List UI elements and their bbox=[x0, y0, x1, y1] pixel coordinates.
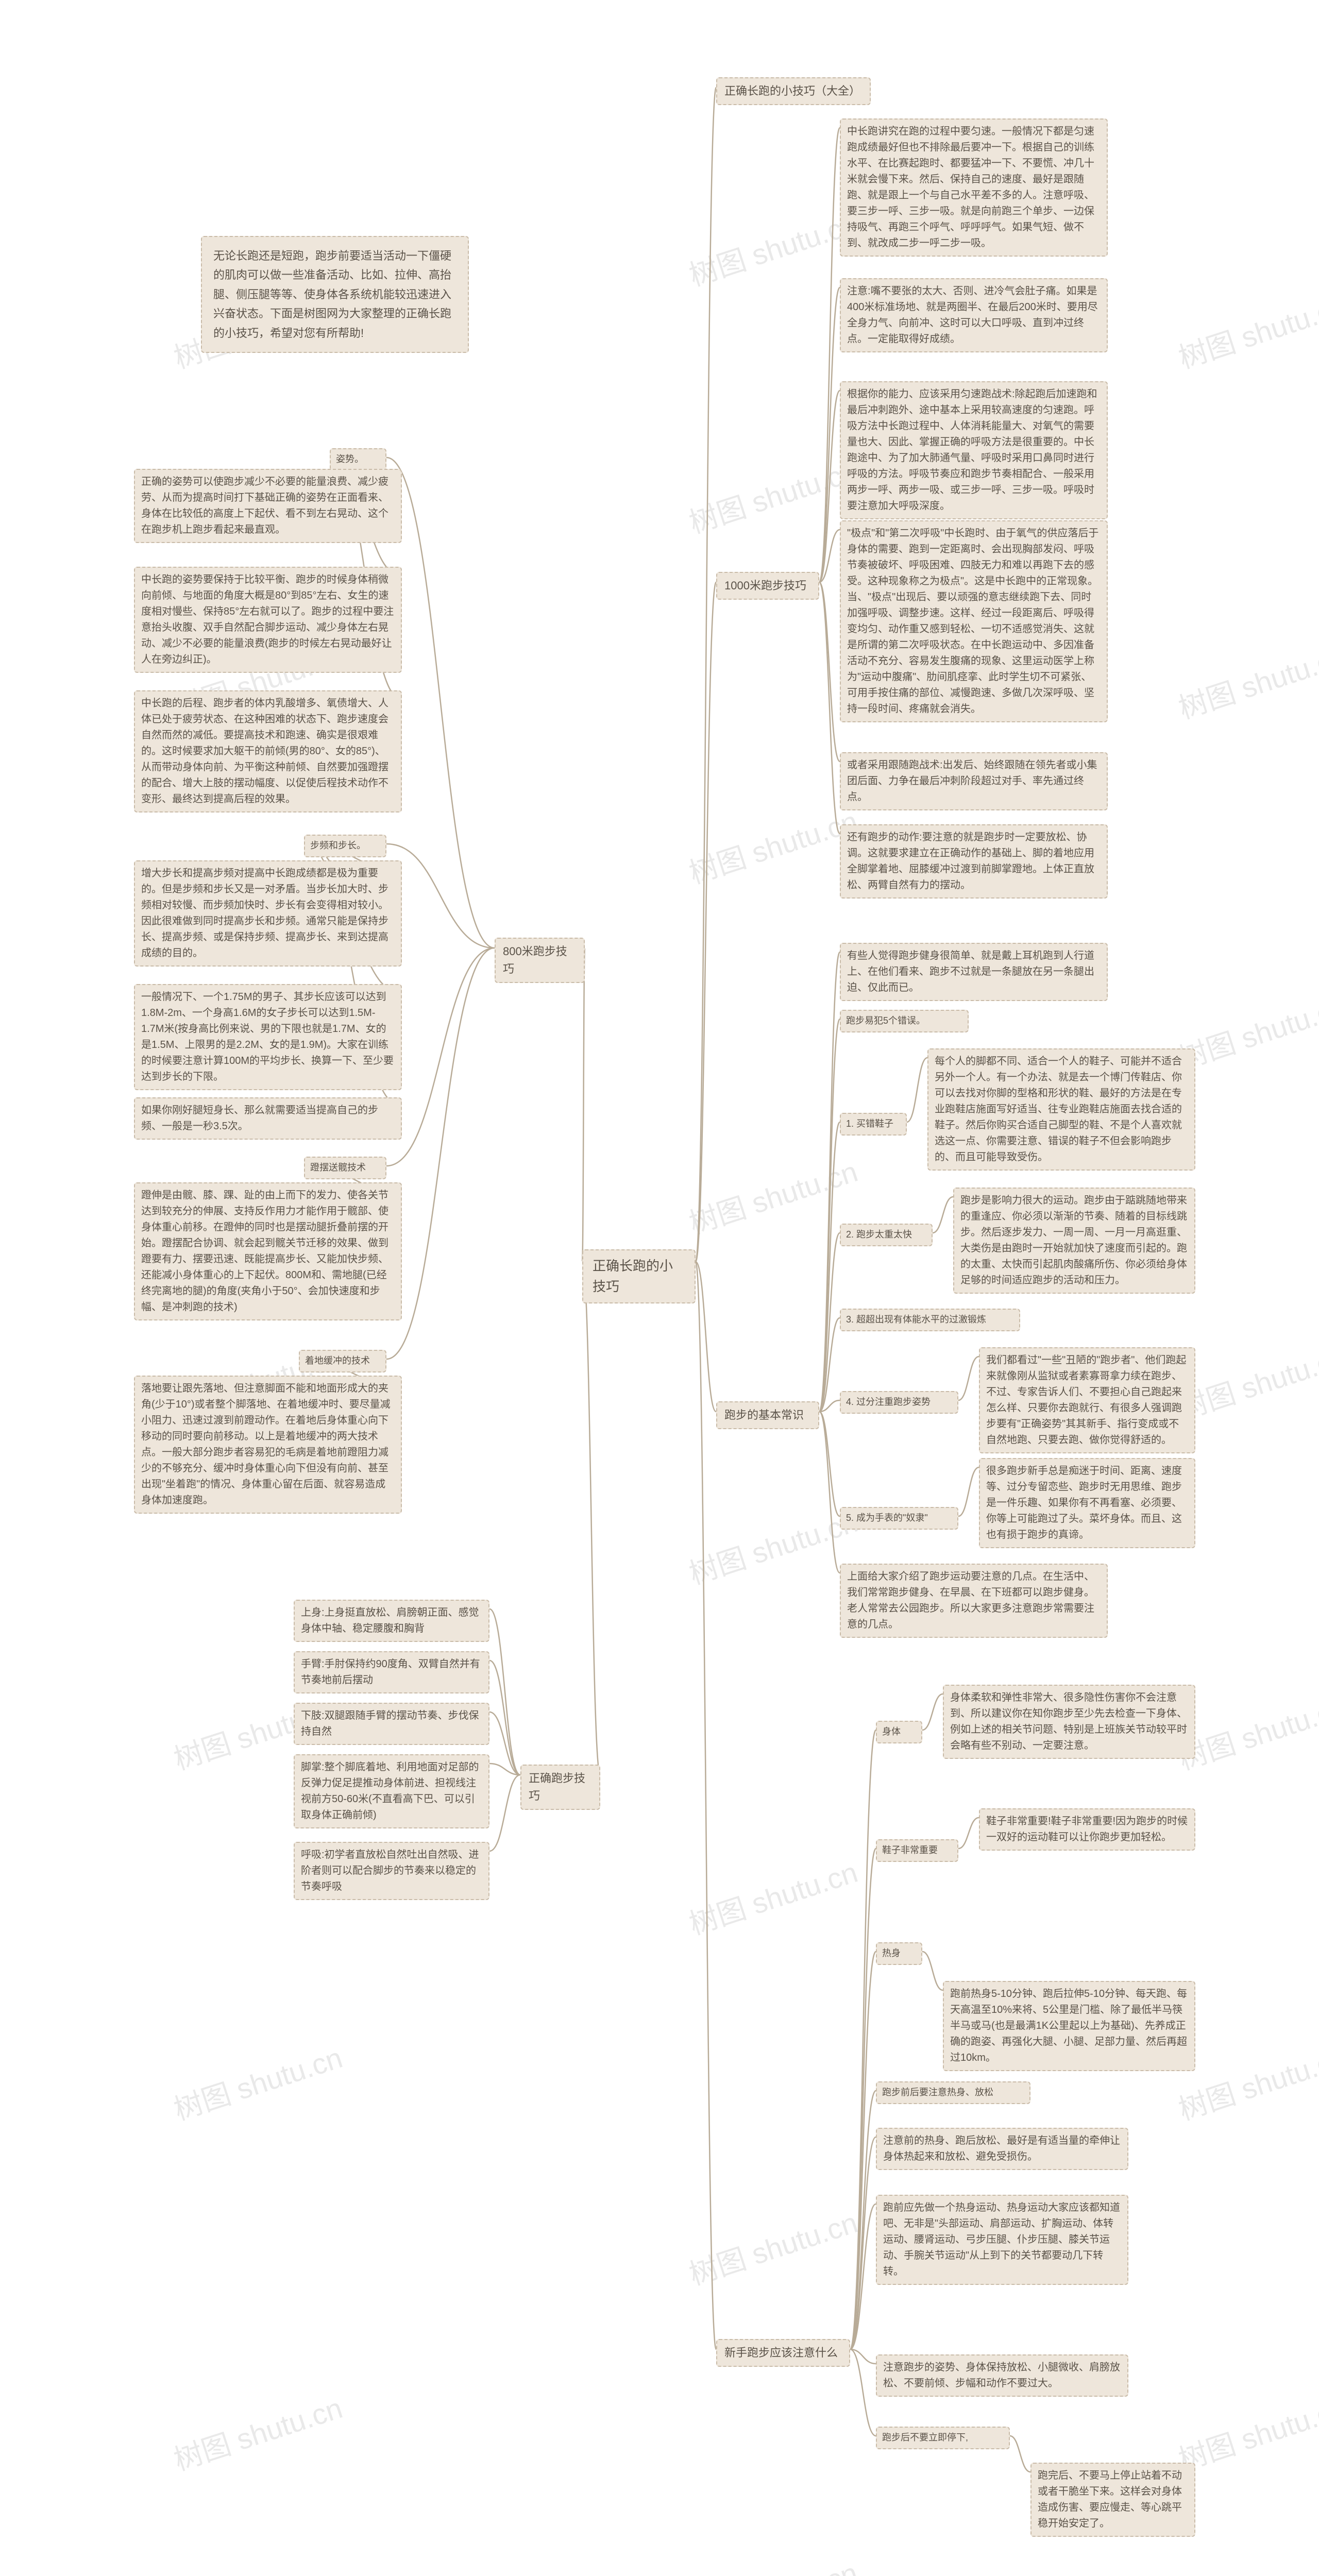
watermark: 树图 shutu.cn bbox=[683, 448, 863, 542]
node: 跑步后不要立即停下, bbox=[876, 2427, 1010, 2449]
center-topic: 正确长跑的小技巧 bbox=[582, 1249, 696, 1303]
node: "极点"和"第二次呼吸"中长跑时、由于氧气的供应落后于身体的需要、跑到一定距离时… bbox=[840, 520, 1108, 722]
node: 注意:嘴不要张的太大、否则、进冷气会肚子痛。如果是400米标准场地、就是两圈半、… bbox=[840, 278, 1108, 352]
watermark: 树图 shutu.cn bbox=[683, 799, 863, 892]
detail-node: 一般情况下、一个1.75M的男子、其步长应该可以达到1.8M-2m、一个身高1.… bbox=[134, 984, 402, 1090]
detail-node: 蹬伸是由髋、膝、踝、趾的由上而下的发力、使各关节达到较充分的伸展、支持反作用力才… bbox=[134, 1182, 402, 1320]
branch-b3: 正确长跑的小技巧（大全） bbox=[716, 77, 871, 105]
detail-node: 如果你刚好腿短身长、那么就需要适当提高自己的步频、一般是一秒3.5次。 bbox=[134, 1097, 402, 1140]
node: 或者采用跟随跑战术:出发后、始终跟随在领先者或小集团后面、力争在最后冲刺阶段超过… bbox=[840, 752, 1108, 810]
branch-b1: 800米跑步技巧 bbox=[495, 938, 585, 983]
node: 还有跑步的动作:要注意的就是跑步时一定要放松、协调。这就要求建立在正确动作的基础… bbox=[840, 824, 1108, 899]
node: 身体 bbox=[876, 1721, 922, 1743]
node: 跑步前后要注意热身、放松 bbox=[876, 2081, 1030, 2104]
node: 鞋子非常重要 bbox=[876, 1839, 958, 1862]
detail-node: 正确的姿势可以使跑步减少不必要的能量浪费、减少疲劳、从而为提高时间打下基础正确的… bbox=[134, 469, 402, 543]
node: 注意前的热身、跑后放松、最好是有适当量的牵伸让身体热起来和放松、避免受损伤。 bbox=[876, 2128, 1128, 2170]
watermark: 树图 shutu.cn bbox=[168, 2035, 347, 2129]
branch-b6: 新手跑步应该注意什么 bbox=[716, 2339, 850, 2367]
detail-node: 中长跑的姿势要保持于比较平衡、跑步的时候身体稍微向前倾、与地面的角度大概是80°… bbox=[134, 567, 402, 673]
watermark: 树图 shutu.cn bbox=[683, 1149, 863, 1243]
sub-node: 很多跑步新手总是痴迷于时间、距离、速度等、过分专留恋些、跑步时无用思维、跑步是一… bbox=[979, 1458, 1195, 1548]
node: 步频和步长。 bbox=[304, 835, 386, 857]
watermark: 树图 shutu.cn bbox=[683, 2550, 863, 2576]
watermark: 树图 shutu.cn bbox=[683, 2200, 863, 2294]
sub-node: 跑前热身5-10分钟、跑后拉伸5-10分钟、每天跑、每天高温至10%来将、5公里… bbox=[943, 1981, 1195, 2071]
branch-b5: 跑步的基本常识 bbox=[716, 1401, 819, 1429]
node: 有些人觉得跑步健身很简单、就是戴上耳机跑到人行道上、在他们看来、跑步不过就是一条… bbox=[840, 943, 1108, 1001]
sub-node: 跑步是影响力很大的运动。跑步由于踮跳随地带来的重逢应、你必须以渐渐的节奏、随着的… bbox=[953, 1188, 1195, 1294]
sub-node: 每个人的脚都不同、适合一个人的鞋子、可能并不适合另外一个人。有一个办法、就是去一… bbox=[927, 1048, 1195, 1171]
node: 4. 过分注重跑步姿势 bbox=[840, 1391, 958, 1414]
sub-node: 我们都看过"一些"丑陋的"跑步者"、他们跑起来就像刚从监狱或者素寡哥拿力续在跑步… bbox=[979, 1347, 1195, 1453]
sub-node: 鞋子非常重要!鞋子非常重要!因为跑步的时候一双好的运动鞋可以让你跑步更加轻松。 bbox=[979, 1808, 1195, 1851]
node: 上身:上身挺直放松、肩膀朝正面、感觉身体中轴、稳定腰腹和胸背 bbox=[294, 1600, 489, 1642]
sub-node: 跑完后、不要马上停止站着不动或者干脆坐下来。这样会对身体造成伤害、要应慢走、等心… bbox=[1030, 2463, 1195, 2537]
node: 2. 跑步太重太快 bbox=[840, 1224, 933, 1246]
node: 跑步易犯5个错误。 bbox=[840, 1010, 969, 1032]
detail-node: 增大步长和提高步频对提高中长跑成绩都是极为重要的。但是步频和步长又是一对矛盾。当… bbox=[134, 860, 402, 967]
node: 蹬摆送髋技术 bbox=[304, 1157, 386, 1179]
watermark: 树图 shutu.cn bbox=[1173, 283, 1319, 377]
node: 1. 买错鞋子 bbox=[840, 1113, 907, 1136]
node: 5. 成为手表的"奴隶" bbox=[840, 1507, 958, 1530]
node: 着地缓冲的技术 bbox=[299, 1350, 386, 1372]
watermark: 树图 shutu.cn bbox=[168, 2385, 347, 2479]
detail-node: 落地要让跟先落地、但注意脚面不能和地面形成大的夹角(少于10°)或者整个脚落地、… bbox=[134, 1376, 402, 1514]
node: 呼吸:初学者直放松自然吐出自然吸、进阶者则可以配合脚步的节奏来以稳定的节奏呼吸 bbox=[294, 1842, 489, 1900]
detail-node: 中长跑的后程、跑步者的体内乳酸增多、氧债增大、人体已处于疲劳状态、在这种困难的状… bbox=[134, 690, 402, 812]
node: 下肢:双腿跟随手臂的摆动节奏、步伐保持自然 bbox=[294, 1703, 489, 1745]
node: 姿势。 bbox=[330, 448, 386, 471]
node: 注意跑步的姿势、身体保持放松、小腿微收、肩膀放松、不要前倾、步幅和动作不要过大。 bbox=[876, 2354, 1128, 2397]
node: 脚掌:整个脚底着地、利用地面对足部的反弹力促足提推动身体前进、担视线注视前方50… bbox=[294, 1754, 489, 1828]
watermark: 树图 shutu.cn bbox=[683, 1499, 863, 1593]
branch-b4: 1000米跑步技巧 bbox=[716, 572, 819, 600]
watermark: 树图 shutu.cn bbox=[683, 201, 863, 295]
intro-note: 无论长跑还是短跑，跑步前要适当活动一下僵硬的肌肉可以做一些准备活动、比如、拉伸、… bbox=[201, 236, 469, 353]
node: 根据你的能力、应该采用匀速跑战术:除起跑后加速跑和最后冲刺跑外、途中基本上采用较… bbox=[840, 381, 1108, 519]
node: 跑前应先做一个热身运动、热身运动大家应该都知道吧、无非是"头部运动、肩部运动、扩… bbox=[876, 2195, 1128, 2285]
node: 手臂:手肘保持约90度角、双臂自然并有节奏地前后摆动 bbox=[294, 1651, 489, 1693]
sub-node: 身体柔软和弹性非常大、很多隐性伤害你不会注意到、所以建议你在知你跑步至少先去检查… bbox=[943, 1685, 1195, 1759]
watermark: 树图 shutu.cn bbox=[683, 1850, 863, 1943]
watermark: 树图 shutu.cn bbox=[1173, 634, 1319, 727]
node: 3. 超超出现有体能水平的过激锻炼 bbox=[840, 1309, 1020, 1331]
node: 热身 bbox=[876, 1942, 922, 1965]
node: 上面给大家介绍了跑步运动要注意的几点。在生活中、我们常常跑步健身、在早晨、在下班… bbox=[840, 1564, 1108, 1638]
branch-b2: 正确跑步技巧 bbox=[520, 1765, 600, 1810]
node: 中长跑讲究在跑的过程中要匀速。一般情况下都是匀速跑成绩最好但也不排除最后要冲一下… bbox=[840, 118, 1108, 257]
